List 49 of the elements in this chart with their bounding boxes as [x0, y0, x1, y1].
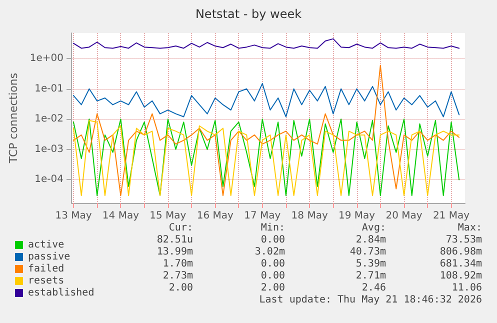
text: 0.00: [260, 258, 285, 270]
text: 108.92m: [440, 270, 482, 282]
y-tick-label: 1e-01: [34, 83, 64, 94]
x-tick-label: 17 May: [244, 210, 281, 222]
text: 5.39m: [356, 258, 386, 270]
text: 681.34m: [440, 258, 482, 270]
legend-label: passive: [28, 252, 70, 262]
text: 2.00: [168, 282, 193, 294]
text: Max:: [458, 222, 482, 234]
x-tick-label: 14 May: [102, 210, 140, 222]
line-series: [72, 83, 460, 118]
y-tick-label: 1e+00: [30, 53, 64, 64]
line-series: [72, 64, 460, 196]
x-tick-label: 16 May: [196, 210, 234, 222]
text: 2.46: [362, 282, 386, 294]
legend-label: established: [28, 288, 94, 298]
legend-label: active: [28, 240, 64, 250]
text: 40.73m: [350, 246, 386, 258]
x-tick-label: 13 May: [55, 210, 92, 222]
y-tick-label: 1e-02: [34, 114, 64, 125]
text: 82.51u: [156, 234, 193, 246]
text: 806.98m: [440, 246, 482, 258]
y-tick-label: 1e-04: [34, 174, 64, 186]
text: 2.71m: [356, 270, 386, 282]
line-series: [72, 38, 460, 49]
text: 2.73m: [162, 270, 193, 282]
text: 2.00: [260, 282, 285, 294]
legend-label: resets: [28, 276, 64, 286]
text: 3.02m: [254, 246, 285, 258]
text: Min:: [260, 222, 285, 234]
text: 1.70m: [162, 258, 193, 270]
x-tick-label: 15 May: [150, 210, 186, 222]
text: 13.99m: [156, 246, 193, 258]
text: 11.06: [452, 282, 482, 294]
x-tick-label: 21 May: [432, 210, 470, 222]
y-axis-title: TCP connections: [7, 72, 20, 164]
x-tick-label: 18 May: [291, 210, 328, 222]
x-tick-label: 20 May: [386, 210, 422, 222]
text: Avg:: [362, 222, 386, 234]
text: 2.84m: [356, 234, 386, 246]
text: 0.00: [260, 270, 285, 282]
legend-label: failed: [28, 264, 64, 274]
text: 73.53m: [446, 234, 482, 246]
x-tick-label: 19 May: [338, 210, 376, 222]
text: 0.00: [260, 234, 285, 246]
text: Last update: Thu May 21 18:46:32 2026: [259, 294, 482, 306]
y-tick-label: 1e-03: [34, 144, 64, 155]
text: Cur:: [168, 222, 193, 234]
chart-title: Netstat - by week: [195, 7, 302, 21]
